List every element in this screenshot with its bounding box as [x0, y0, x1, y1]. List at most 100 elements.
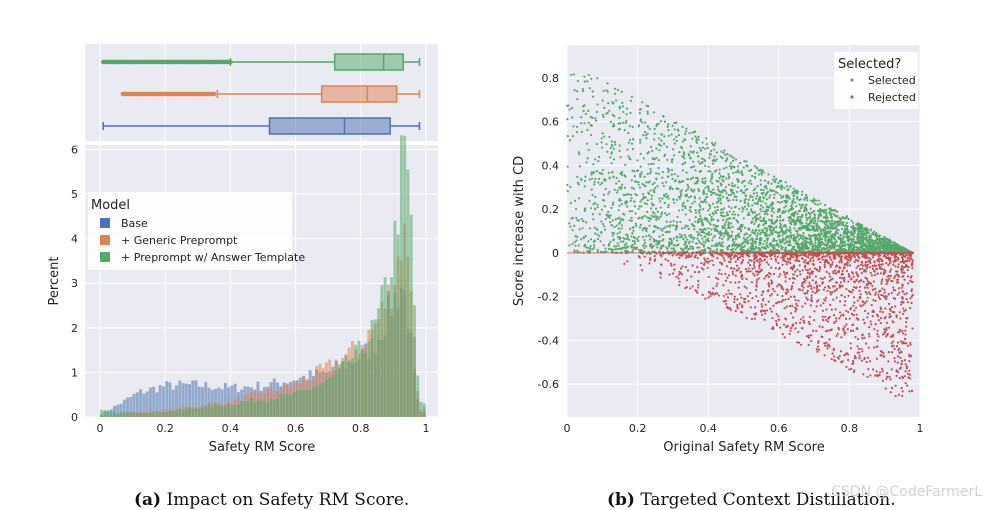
scatter-point-selected [618, 180, 620, 182]
scatter-point-selected [572, 229, 574, 231]
scatter-point-selected [841, 224, 843, 226]
scatter-point-selected [587, 240, 589, 242]
scatter-point-selected [803, 206, 805, 208]
scatter-point-selected [658, 236, 660, 238]
scatter-point-rejected [881, 351, 883, 353]
scatter-point-selected [627, 234, 629, 236]
scatter-point-rejected [852, 276, 854, 278]
hist-bar [390, 277, 393, 417]
scatter-point-selected [789, 185, 791, 187]
scatter-point-selected [786, 200, 788, 202]
scatter-point-selected [611, 144, 613, 146]
scatter-point-rejected [869, 374, 871, 376]
scatter-point-rejected [892, 321, 894, 323]
scatter-point-rejected [898, 394, 900, 396]
scatter-point-selected [728, 245, 730, 247]
scatter-point-selected [766, 213, 768, 215]
scatter-point-selected [813, 234, 815, 236]
scatter-point-selected [728, 206, 730, 208]
scatter-point-rejected [853, 302, 855, 304]
scatter-point-rejected [897, 266, 899, 268]
hist-bar [217, 405, 220, 417]
scatter-point-rejected [755, 295, 757, 297]
scatter-point-selected [735, 219, 737, 221]
scatter-point-selected [673, 237, 675, 239]
scatter-point-selected [638, 205, 640, 207]
scatter-point-selected [632, 148, 634, 150]
scatter-point-selected [726, 153, 728, 155]
scatter-point-selected [652, 157, 654, 159]
scatter-point-selected [573, 89, 575, 91]
scatter-point-selected [853, 232, 855, 234]
scatter-point-selected [667, 168, 669, 170]
hist-bar [305, 389, 308, 417]
scatter-point-selected [723, 235, 725, 237]
scatter-point-selected [641, 101, 643, 103]
scatter-point-rejected [659, 254, 661, 256]
scatter-point-selected [739, 236, 741, 238]
scatter-point-rejected [696, 266, 698, 268]
scatter-point-selected [712, 236, 714, 238]
scatter-point-selected [610, 248, 612, 250]
scatter-point-selected [806, 199, 808, 201]
scatter-point-selected [662, 238, 664, 240]
scatter-point-selected [668, 244, 670, 246]
scatter-point-selected [722, 219, 724, 221]
hist-bar [185, 409, 188, 417]
hist-bar [123, 412, 126, 417]
scatter-point-rejected [861, 350, 863, 352]
scatter-point-selected [585, 161, 587, 163]
scatter-point-rejected [876, 333, 878, 335]
scatter-point-selected [830, 246, 832, 248]
scatter-point-selected [611, 101, 613, 103]
scatter-point-selected [746, 165, 748, 167]
scatter-point-selected [827, 242, 829, 244]
scatter-point-selected [763, 197, 765, 199]
scatter-point-selected [802, 235, 804, 237]
scatter-point-selected [616, 177, 618, 179]
scatter-point-selected [596, 233, 598, 235]
scatter-point-selected [793, 234, 795, 236]
scatter-point-selected [586, 80, 588, 82]
scatter-point-selected [751, 237, 753, 239]
scatter-point-selected [741, 210, 743, 212]
scatter-point-selected [697, 136, 699, 138]
scatter-point-rejected [876, 340, 878, 342]
scatter-point-selected [621, 91, 623, 93]
scatter-point-selected [739, 162, 741, 164]
scatter-point-selected [694, 197, 696, 199]
scatter-point-selected [666, 146, 668, 148]
scatter-point-selected [733, 157, 735, 159]
scatter-point-selected [618, 228, 620, 230]
scatter-point-selected [673, 202, 675, 204]
scatter-point-selected [798, 227, 800, 229]
scatter-point-selected [752, 218, 754, 220]
scatter-point-rejected [815, 275, 817, 277]
scatter-point-selected [655, 178, 657, 180]
scatter-point-selected [765, 222, 767, 224]
scatter-point-selected [618, 129, 620, 131]
scatter-point-selected [730, 249, 732, 251]
scatter-point-rejected [859, 355, 861, 357]
scatter-point-rejected [747, 300, 749, 302]
scatter-point-selected [753, 223, 755, 225]
scatter-point-selected [600, 141, 602, 143]
scatter-point-selected [758, 213, 760, 215]
scatter-point-selected [839, 237, 841, 239]
scatter-point-selected [824, 239, 826, 241]
scatter-point-selected [631, 143, 633, 145]
scatter-point-selected [726, 197, 728, 199]
scatter-point-selected [590, 207, 592, 209]
hist-bar [168, 411, 171, 417]
scatter-point-selected [740, 200, 742, 202]
scatter-point-rejected [742, 259, 744, 261]
scatter-point-selected [682, 249, 684, 251]
scatter-point-selected [701, 219, 703, 221]
hist-bar [361, 351, 364, 417]
scatter-point-selected [771, 210, 773, 212]
scatter-point-selected [764, 213, 766, 215]
scatter-point-selected [848, 245, 850, 247]
scatter-point-selected [624, 129, 626, 131]
scatter-point-selected [717, 219, 719, 221]
scatter-point-selected [629, 219, 631, 221]
